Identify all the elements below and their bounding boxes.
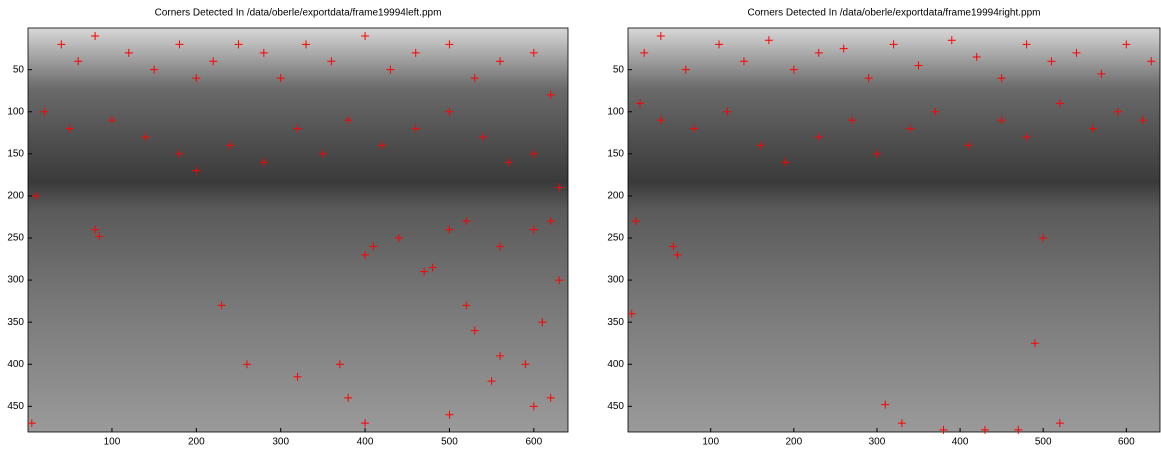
y-tick-label: 400 xyxy=(607,359,624,370)
x-tick-label: 400 xyxy=(357,437,374,448)
figure: Corners Detected In /data/oberle/exportd… xyxy=(0,0,1161,450)
y-tick-label: 450 xyxy=(7,401,24,412)
y-tick-label: 300 xyxy=(607,275,624,286)
x-tick-label: 400 xyxy=(952,437,969,448)
chart-title: Corners Detected In /data/oberle/exportd… xyxy=(155,8,442,19)
x-tick-label: 200 xyxy=(188,437,205,448)
y-tick-label: 50 xyxy=(13,64,25,75)
y-tick-label: 350 xyxy=(7,317,24,328)
y-tick-label: 100 xyxy=(7,106,24,117)
x-tick-label: 100 xyxy=(104,437,121,448)
y-tick-label: 350 xyxy=(607,317,624,328)
x-tick-label: 600 xyxy=(525,437,542,448)
y-tick-label: 150 xyxy=(607,148,624,159)
y-tick-label: 150 xyxy=(7,148,24,159)
y-tick-label: 200 xyxy=(7,191,24,202)
x-tick-label: 500 xyxy=(1035,437,1052,448)
y-tick-label: 250 xyxy=(607,233,624,244)
y-tick-label: 300 xyxy=(7,275,24,286)
x-tick-label: 600 xyxy=(1118,437,1135,448)
y-tick-label: 200 xyxy=(607,191,624,202)
chart-title: Corners Detected In /data/oberle/exportd… xyxy=(748,8,1041,19)
x-tick-label: 300 xyxy=(869,437,886,448)
y-tick-label: 450 xyxy=(607,401,624,412)
y-tick-label: 100 xyxy=(607,106,624,117)
x-tick-label: 500 xyxy=(441,437,458,448)
x-tick-label: 200 xyxy=(785,437,802,448)
y-tick-label: 50 xyxy=(613,64,625,75)
x-tick-label: 300 xyxy=(272,437,289,448)
y-tick-label: 400 xyxy=(7,359,24,370)
image xyxy=(628,28,1160,432)
x-tick-label: 100 xyxy=(702,437,719,448)
image xyxy=(28,28,568,432)
y-tick-label: 250 xyxy=(7,233,24,244)
